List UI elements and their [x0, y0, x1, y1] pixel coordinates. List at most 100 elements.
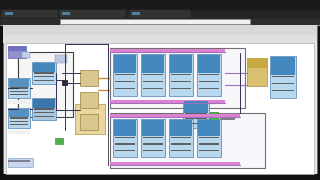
Bar — [8, 160, 30, 162]
Bar — [110, 162, 240, 166]
Bar — [10, 94, 28, 95]
Bar — [0, 18, 320, 25]
Bar — [55, 55, 67, 63]
Bar — [272, 83, 294, 84]
Bar — [199, 74, 219, 75]
Bar — [10, 87, 28, 89]
Bar — [171, 143, 191, 145]
Bar — [130, 10, 190, 17]
Bar — [171, 150, 191, 151]
Bar — [5, 12, 13, 15]
Bar — [143, 81, 163, 82]
Bar — [171, 88, 191, 89]
Bar — [75, 104, 105, 134]
Bar — [171, 81, 191, 82]
Bar — [22, 52, 30, 58]
Bar — [132, 12, 140, 15]
Bar — [198, 120, 220, 136]
Bar — [110, 113, 265, 168]
Bar — [62, 80, 67, 85]
Bar — [110, 48, 245, 108]
Bar — [18, 52, 73, 117]
Bar — [34, 76, 54, 77]
Bar — [199, 88, 219, 89]
Bar — [141, 54, 165, 96]
Bar — [169, 54, 193, 96]
Bar — [3, 25, 317, 35]
Bar — [199, 81, 219, 82]
Bar — [197, 119, 221, 157]
Bar — [62, 12, 70, 15]
Bar — [169, 119, 193, 157]
Bar — [80, 114, 98, 130]
Bar — [143, 143, 163, 145]
Bar — [220, 117, 235, 120]
Bar — [10, 124, 28, 125]
Bar — [143, 74, 163, 75]
Bar — [115, 150, 135, 151]
Bar — [114, 55, 136, 73]
Bar — [8, 78, 30, 98]
Bar — [0, 10, 320, 18]
Bar — [113, 119, 137, 157]
Bar — [272, 90, 294, 91]
Bar — [10, 121, 28, 122]
Bar — [247, 58, 267, 68]
Bar — [185, 118, 207, 119]
Bar — [0, 0, 320, 10]
Bar — [34, 108, 54, 110]
Bar — [199, 137, 219, 138]
Bar — [8, 46, 26, 58]
Bar — [2, 10, 57, 17]
Bar — [18, 52, 23, 117]
Bar — [185, 123, 207, 124]
Bar — [0, 174, 320, 180]
Bar — [170, 55, 192, 73]
Bar — [115, 137, 135, 138]
Bar — [210, 112, 218, 120]
Bar — [10, 117, 28, 119]
Bar — [199, 143, 219, 145]
Bar — [9, 79, 29, 87]
Bar — [183, 100, 209, 128]
Bar — [9, 109, 29, 117]
Bar — [3, 35, 317, 43]
Bar — [8, 158, 33, 167]
Bar — [115, 143, 135, 145]
Bar — [33, 99, 55, 108]
Bar — [34, 72, 54, 74]
Bar — [34, 116, 54, 117]
Bar — [6, 43, 314, 174]
Bar — [247, 58, 267, 86]
Bar — [8, 46, 26, 51]
Bar — [8, 108, 30, 128]
Bar — [271, 57, 295, 75]
Bar — [3, 25, 317, 177]
Bar — [34, 80, 54, 81]
Bar — [80, 70, 98, 86]
Bar — [110, 100, 225, 104]
Bar — [33, 63, 55, 72]
Bar — [198, 55, 220, 73]
Bar — [113, 54, 137, 96]
Bar — [8, 100, 30, 104]
Bar — [142, 120, 164, 136]
Bar — [270, 56, 296, 98]
Bar — [80, 92, 98, 108]
Bar — [197, 54, 221, 96]
Bar — [185, 113, 207, 114]
Bar — [143, 88, 163, 89]
Bar — [110, 49, 225, 53]
Bar — [115, 74, 135, 75]
Bar — [199, 150, 219, 151]
Bar — [143, 150, 163, 151]
Bar — [34, 112, 54, 113]
Bar — [115, 88, 135, 89]
Bar — [32, 62, 56, 84]
Bar — [110, 114, 240, 118]
Bar — [142, 55, 164, 73]
Bar — [114, 120, 136, 136]
Bar — [171, 74, 191, 75]
Bar — [272, 76, 294, 77]
Bar — [10, 91, 28, 92]
